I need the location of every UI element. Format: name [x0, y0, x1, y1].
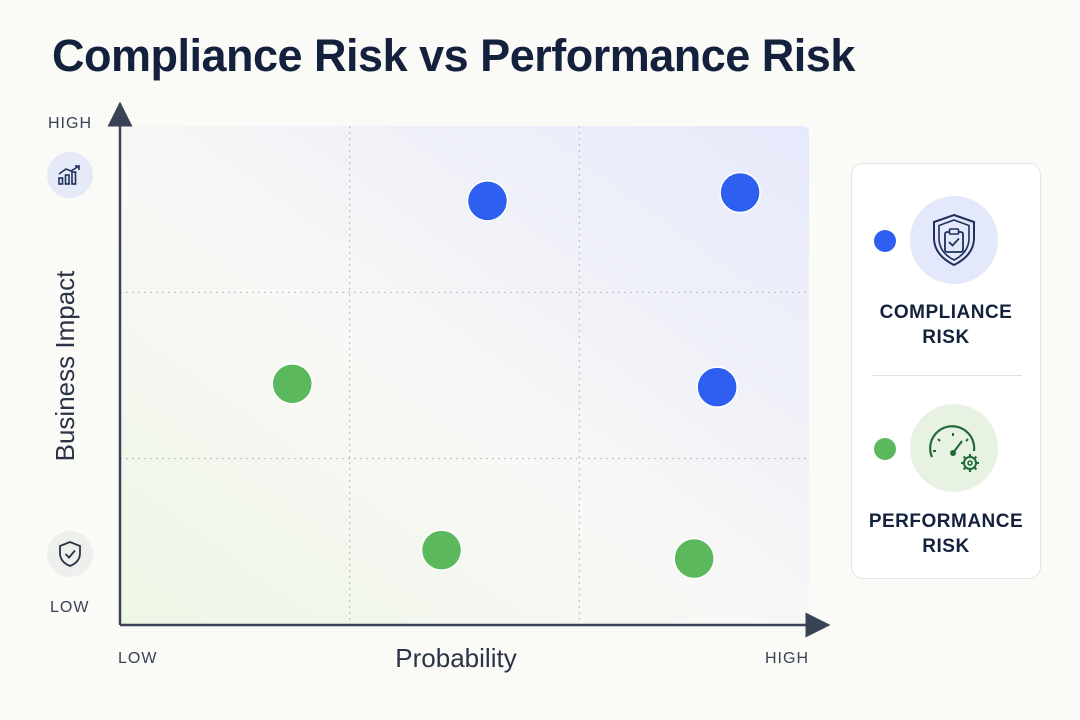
compliance-risk-point-3 [696, 366, 738, 408]
x-tick-low: LOW [118, 650, 157, 667]
chart-title: Compliance Risk vs Performance Risk [52, 30, 855, 81]
legend-dot-compliance [874, 230, 896, 252]
plot-background [120, 126, 809, 625]
y-tick-low: LOW [50, 599, 89, 616]
legend-dot-performance [874, 438, 896, 460]
legend-label-performance: PERFORMANCE RISK [868, 511, 1024, 557]
data-points [271, 171, 761, 580]
legend-divider [872, 375, 1022, 376]
legend: COMPLIANCE RISK [851, 163, 1041, 579]
y-tick-high: HIGH [48, 115, 92, 132]
compliance-risk-point-1 [466, 180, 509, 222]
performance-risk-point-2 [420, 529, 463, 571]
speedometer-gear-icon [910, 404, 998, 492]
x-tick-high: HIGH [765, 650, 809, 667]
performance-risk-point-3 [673, 537, 715, 580]
growth-chart-icon [47, 152, 93, 198]
performance-risk-point-1 [271, 363, 313, 405]
x-axis-title: Probability [395, 643, 516, 673]
shield-check-icon [47, 531, 93, 577]
compliance-risk-point-2 [719, 171, 761, 214]
shield-clipboard-icon [910, 196, 998, 284]
y-axis-title: Business Impact [50, 270, 80, 462]
grid-lines [120, 126, 809, 625]
legend-label-compliance: COMPLIANCE RISK [879, 302, 1013, 348]
